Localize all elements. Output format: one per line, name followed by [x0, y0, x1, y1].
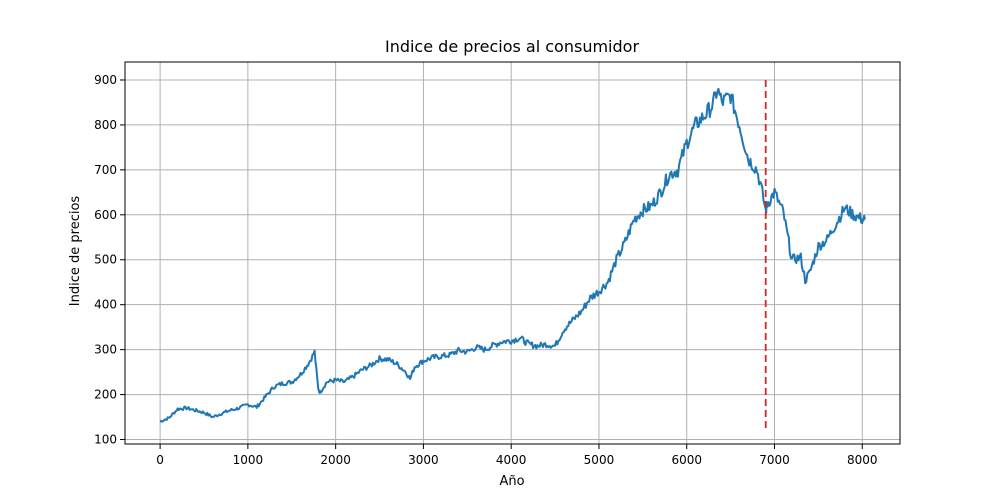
series-line — [159, 87, 866, 423]
y-tick-label: 700 — [94, 163, 117, 177]
y-tick-label: 300 — [94, 343, 117, 357]
x-tick-label: 4000 — [496, 453, 527, 467]
y-axis-ticks: 100 200 300 400 500 600 700 800 900 — [94, 73, 125, 447]
x-tick-label: 2000 — [320, 453, 351, 467]
x-tick-label: 8000 — [847, 453, 878, 467]
x-tick-label: 6000 — [671, 453, 702, 467]
x-tick-label: 0 — [156, 453, 164, 467]
y-tick-label: 100 — [94, 433, 117, 447]
y-tick-label: 400 — [94, 298, 117, 312]
x-axis-label: Año — [499, 474, 524, 489]
series-layer — [159, 87, 866, 423]
grid — [125, 62, 900, 444]
x-tick-label: 1000 — [233, 453, 264, 467]
y-tick-label: 900 — [94, 73, 117, 87]
chart-title: Indice de precios al consumidor — [385, 37, 639, 56]
y-axis-label: Indice de precios — [68, 196, 83, 307]
x-tick-label: 7000 — [759, 453, 790, 467]
x-tick-label: 3000 — [408, 453, 439, 467]
x-tick-label: 5000 — [584, 453, 615, 467]
y-tick-label: 600 — [94, 208, 117, 222]
y-tick-label: 500 — [94, 253, 117, 267]
plot-frame — [124, 61, 901, 445]
x-axis-ticks: 0 1000 2000 3000 4000 5000 6000 7000 8000 — [156, 444, 878, 467]
y-tick-label: 800 — [94, 118, 117, 132]
y-tick-label: 200 — [94, 388, 117, 402]
